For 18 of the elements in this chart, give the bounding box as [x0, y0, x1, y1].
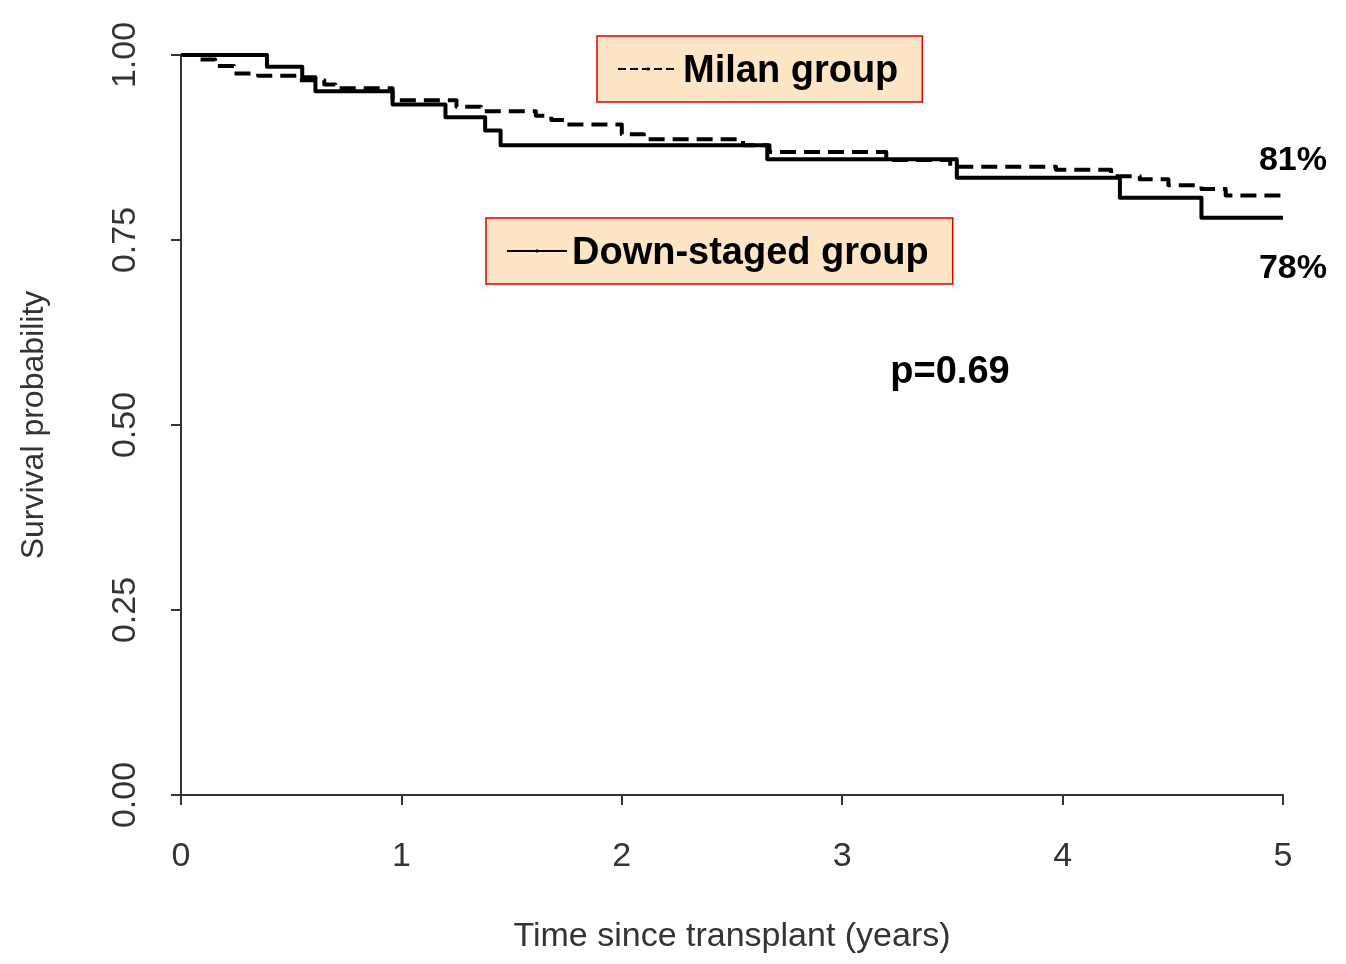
- annotation: p=0.69: [890, 349, 1010, 391]
- x-tick-label: 4: [1053, 835, 1073, 873]
- y-tick-label: 0.50: [104, 391, 142, 459]
- x-axis-title: Time since transplant (years): [513, 915, 951, 953]
- legend-label: Down-staged group: [572, 230, 929, 272]
- x-tick-label: 3: [832, 835, 852, 873]
- x-tick-label: 0: [171, 835, 191, 873]
- y-tick-label: 1.00: [104, 21, 142, 89]
- legend-label: Milan group: [683, 48, 899, 90]
- x-tick-label: 1: [391, 835, 411, 873]
- x-tick-label: 5: [1273, 835, 1293, 873]
- y-tick-label: 0.75: [104, 206, 142, 274]
- annotation: 78%: [1258, 246, 1327, 285]
- y-tick-label: 0.25: [104, 576, 142, 644]
- x-tick-label: 2: [612, 835, 632, 873]
- y-tick-label: 0.00: [104, 761, 142, 829]
- y-axis-title: Survival probability: [14, 290, 50, 560]
- annotation: 81%: [1258, 138, 1327, 177]
